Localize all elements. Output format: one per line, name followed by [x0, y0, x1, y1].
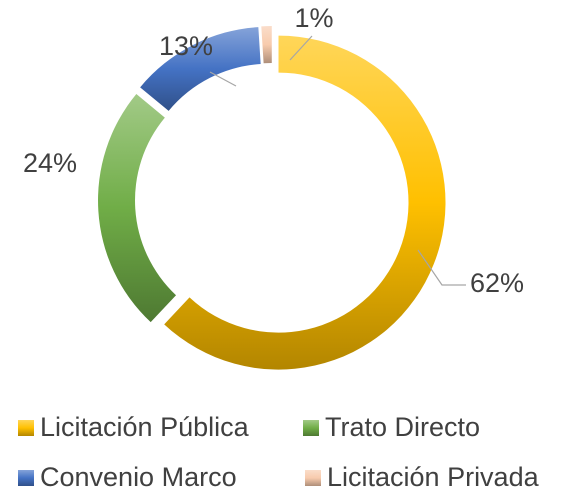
- leader-line: [209, 71, 237, 87]
- data-label: 1%: [294, 3, 333, 33]
- donut-slice: [98, 93, 177, 323]
- legend-swatch: [18, 470, 34, 486]
- legend-label: Licitación Privada: [327, 462, 540, 492]
- donut-slice: [164, 35, 446, 370]
- legend-swatch: [305, 470, 321, 486]
- leader-line: [289, 35, 313, 61]
- legend-label: Trato Directo: [325, 412, 480, 442]
- donut-slice: [140, 27, 261, 111]
- legend-swatch: [18, 420, 34, 436]
- data-label: 24%: [23, 148, 77, 178]
- legend-label: Licitación Pública: [40, 412, 250, 442]
- data-label: 13%: [159, 31, 213, 61]
- leader-line: [417, 249, 466, 286]
- donut-slice: [261, 26, 272, 64]
- data-label: 62%: [470, 268, 524, 298]
- legend-label: Convenio Marco: [40, 462, 237, 492]
- legend-swatch: [303, 420, 319, 436]
